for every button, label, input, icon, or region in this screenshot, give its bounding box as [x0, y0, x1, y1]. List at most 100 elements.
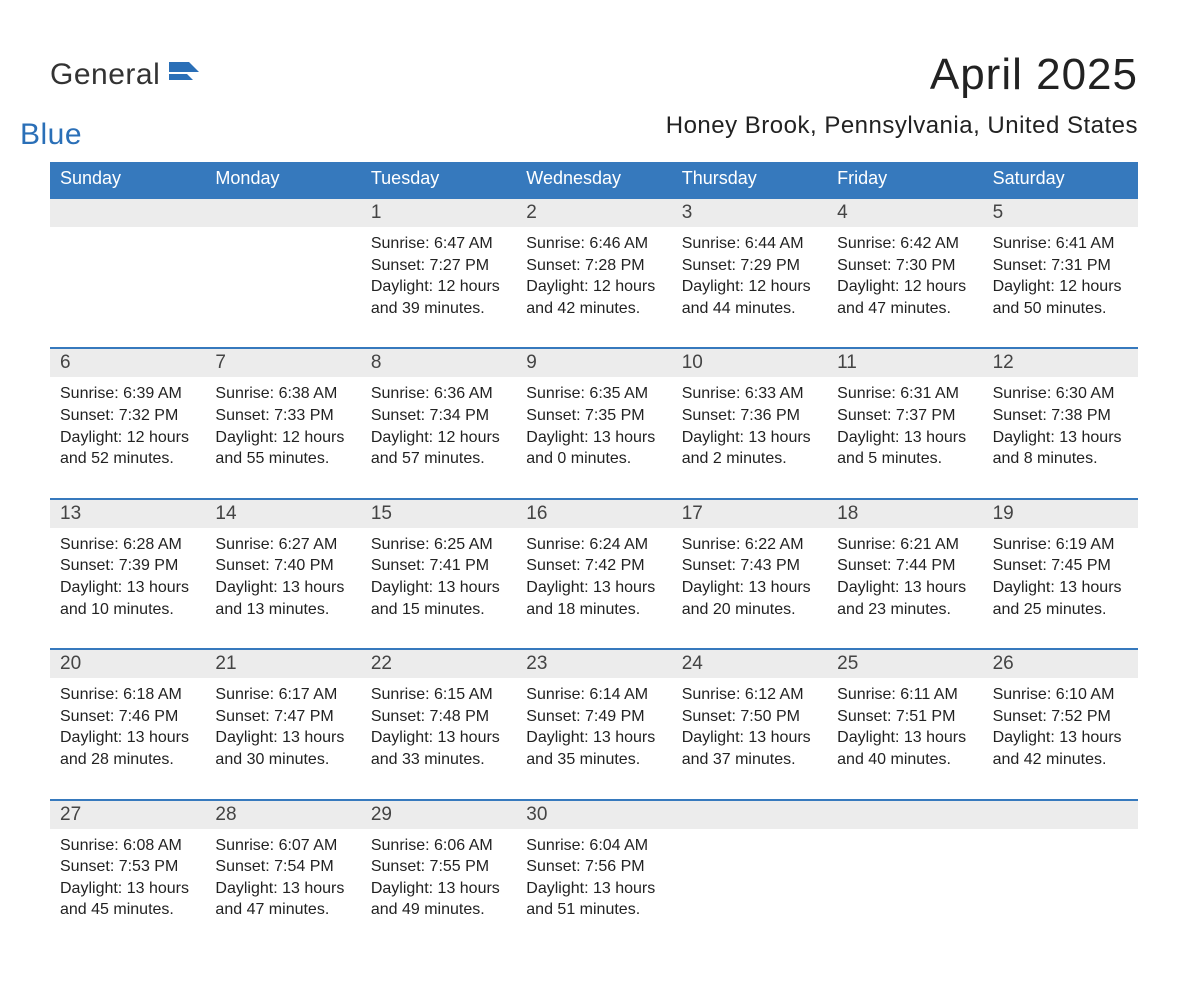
day-body-cell: Sunrise: 6:04 AMSunset: 7:56 PMDaylight:… — [516, 829, 671, 921]
day-sunset-text: Sunset: 7:35 PM — [526, 405, 661, 427]
day-number-cell: 26 — [983, 650, 1138, 678]
day-sunset-text: Sunset: 7:54 PM — [215, 856, 350, 878]
day-body-cell: Sunrise: 6:12 AMSunset: 7:50 PMDaylight:… — [672, 678, 827, 770]
day-body-cell: Sunrise: 6:10 AMSunset: 7:52 PMDaylight:… — [983, 678, 1138, 770]
day-sunset-text: Sunset: 7:46 PM — [60, 706, 195, 728]
day-daylight1-text: Daylight: 13 hours — [837, 427, 972, 449]
day-body-cell: Sunrise: 6:17 AMSunset: 7:47 PMDaylight:… — [205, 678, 360, 770]
day-sunset-text: Sunset: 7:37 PM — [837, 405, 972, 427]
day-daylight1-text: Daylight: 12 hours — [215, 427, 350, 449]
day-sunset-text: Sunset: 7:41 PM — [371, 555, 506, 577]
logo-text-general: General — [50, 58, 160, 91]
day-daylight2-text: and 15 minutes. — [371, 599, 506, 621]
day-sunrise-text: Sunrise: 6:12 AM — [682, 684, 817, 706]
day-sunrise-text: Sunrise: 6:28 AM — [60, 534, 195, 556]
weeks-container: 12345Sunrise: 6:47 AMSunset: 7:27 PMDayl… — [50, 197, 1138, 921]
day-number-cell: 30 — [516, 801, 671, 829]
day-body-cell: Sunrise: 6:36 AMSunset: 7:34 PMDaylight:… — [361, 377, 516, 469]
day-daylight1-text: Daylight: 12 hours — [682, 276, 817, 298]
day-sunrise-text: Sunrise: 6:22 AM — [682, 534, 817, 556]
flag-icon — [169, 71, 199, 88]
day-sunset-text: Sunset: 7:30 PM — [837, 255, 972, 277]
day-daylight2-text: and 5 minutes. — [837, 448, 972, 470]
day-daylight1-text: Daylight: 12 hours — [371, 276, 506, 298]
day-daylight1-text: Daylight: 12 hours — [371, 427, 506, 449]
day-body-cell: Sunrise: 6:33 AMSunset: 7:36 PMDaylight:… — [672, 377, 827, 469]
day-body-cell: Sunrise: 6:47 AMSunset: 7:27 PMDaylight:… — [361, 227, 516, 319]
day-body-cell — [983, 829, 1138, 921]
day-body-cell: Sunrise: 6:44 AMSunset: 7:29 PMDaylight:… — [672, 227, 827, 319]
day-sunrise-text: Sunrise: 6:27 AM — [215, 534, 350, 556]
weekday-tuesday: Tuesday — [361, 162, 516, 197]
day-sunrise-text: Sunrise: 6:33 AM — [682, 383, 817, 405]
day-sunrise-text: Sunrise: 6:08 AM — [60, 835, 195, 857]
day-sunrise-text: Sunrise: 6:46 AM — [526, 233, 661, 255]
day-daylight2-text: and 33 minutes. — [371, 749, 506, 771]
week-body-row: Sunrise: 6:18 AMSunset: 7:46 PMDaylight:… — [50, 678, 1138, 770]
day-number-cell: 10 — [672, 349, 827, 377]
week-number-row: 6789101112 — [50, 347, 1138, 377]
day-body-cell: Sunrise: 6:46 AMSunset: 7:28 PMDaylight:… — [516, 227, 671, 319]
day-daylight2-text: and 47 minutes. — [837, 298, 972, 320]
day-sunset-text: Sunset: 7:48 PM — [371, 706, 506, 728]
day-number-cell: 24 — [672, 650, 827, 678]
day-daylight2-text: and 37 minutes. — [682, 749, 817, 771]
week-number-row: 27282930 — [50, 799, 1138, 829]
day-sunrise-text: Sunrise: 6:41 AM — [993, 233, 1128, 255]
day-daylight2-text: and 40 minutes. — [837, 749, 972, 771]
day-sunset-text: Sunset: 7:47 PM — [215, 706, 350, 728]
day-body-cell: Sunrise: 6:41 AMSunset: 7:31 PMDaylight:… — [983, 227, 1138, 319]
day-body-cell — [205, 227, 360, 319]
day-number-cell: 7 — [205, 349, 360, 377]
day-number-cell: 19 — [983, 500, 1138, 528]
day-body-cell: Sunrise: 6:22 AMSunset: 7:43 PMDaylight:… — [672, 528, 827, 620]
day-sunset-text: Sunset: 7:29 PM — [682, 255, 817, 277]
weekday-sunday: Sunday — [50, 162, 205, 197]
day-daylight1-text: Daylight: 13 hours — [837, 727, 972, 749]
day-sunrise-text: Sunrise: 6:07 AM — [215, 835, 350, 857]
day-number-cell — [205, 199, 360, 227]
day-sunset-text: Sunset: 7:49 PM — [526, 706, 661, 728]
day-body-cell: Sunrise: 6:07 AMSunset: 7:54 PMDaylight:… — [205, 829, 360, 921]
day-sunset-text: Sunset: 7:50 PM — [682, 706, 817, 728]
day-daylight2-text: and 42 minutes. — [993, 749, 1128, 771]
day-sunrise-text: Sunrise: 6:19 AM — [993, 534, 1128, 556]
day-daylight1-text: Daylight: 13 hours — [371, 878, 506, 900]
day-body-cell: Sunrise: 6:30 AMSunset: 7:38 PMDaylight:… — [983, 377, 1138, 469]
title-block: April 2025 Honey Brook, Pennsylvania, Un… — [666, 50, 1138, 140]
day-body-cell: Sunrise: 6:39 AMSunset: 7:32 PMDaylight:… — [50, 377, 205, 469]
day-body-cell: Sunrise: 6:27 AMSunset: 7:40 PMDaylight:… — [205, 528, 360, 620]
logo-text-wrap: General Blue — [50, 58, 199, 152]
day-sunset-text: Sunset: 7:27 PM — [371, 255, 506, 277]
day-body-cell: Sunrise: 6:14 AMSunset: 7:49 PMDaylight:… — [516, 678, 671, 770]
logo-text-blue: Blue — [20, 118, 199, 152]
day-body-cell: Sunrise: 6:08 AMSunset: 7:53 PMDaylight:… — [50, 829, 205, 921]
day-sunset-text: Sunset: 7:53 PM — [60, 856, 195, 878]
day-number-cell — [827, 801, 982, 829]
day-sunset-text: Sunset: 7:56 PM — [526, 856, 661, 878]
day-sunset-text: Sunset: 7:28 PM — [526, 255, 661, 277]
week-body-row: Sunrise: 6:39 AMSunset: 7:32 PMDaylight:… — [50, 377, 1138, 469]
day-daylight1-text: Daylight: 13 hours — [215, 727, 350, 749]
day-number-cell: 4 — [827, 199, 982, 227]
day-body-cell: Sunrise: 6:38 AMSunset: 7:33 PMDaylight:… — [205, 377, 360, 469]
week-number-row: 13141516171819 — [50, 498, 1138, 528]
day-daylight1-text: Daylight: 13 hours — [526, 577, 661, 599]
day-daylight1-text: Daylight: 13 hours — [993, 727, 1128, 749]
day-daylight2-text: and 44 minutes. — [682, 298, 817, 320]
day-sunrise-text: Sunrise: 6:31 AM — [837, 383, 972, 405]
day-daylight1-text: Daylight: 13 hours — [526, 427, 661, 449]
day-sunrise-text: Sunrise: 6:39 AM — [60, 383, 195, 405]
day-body-cell — [827, 829, 982, 921]
weekday-wednesday: Wednesday — [516, 162, 671, 197]
day-body-cell: Sunrise: 6:31 AMSunset: 7:37 PMDaylight:… — [827, 377, 982, 469]
day-number-cell: 20 — [50, 650, 205, 678]
day-daylight1-text: Daylight: 12 hours — [60, 427, 195, 449]
day-number-cell: 9 — [516, 349, 671, 377]
day-sunset-text: Sunset: 7:43 PM — [682, 555, 817, 577]
day-daylight1-text: Daylight: 13 hours — [60, 727, 195, 749]
day-sunset-text: Sunset: 7:42 PM — [526, 555, 661, 577]
day-body-cell: Sunrise: 6:06 AMSunset: 7:55 PMDaylight:… — [361, 829, 516, 921]
day-daylight1-text: Daylight: 13 hours — [993, 427, 1128, 449]
day-daylight2-text: and 55 minutes. — [215, 448, 350, 470]
